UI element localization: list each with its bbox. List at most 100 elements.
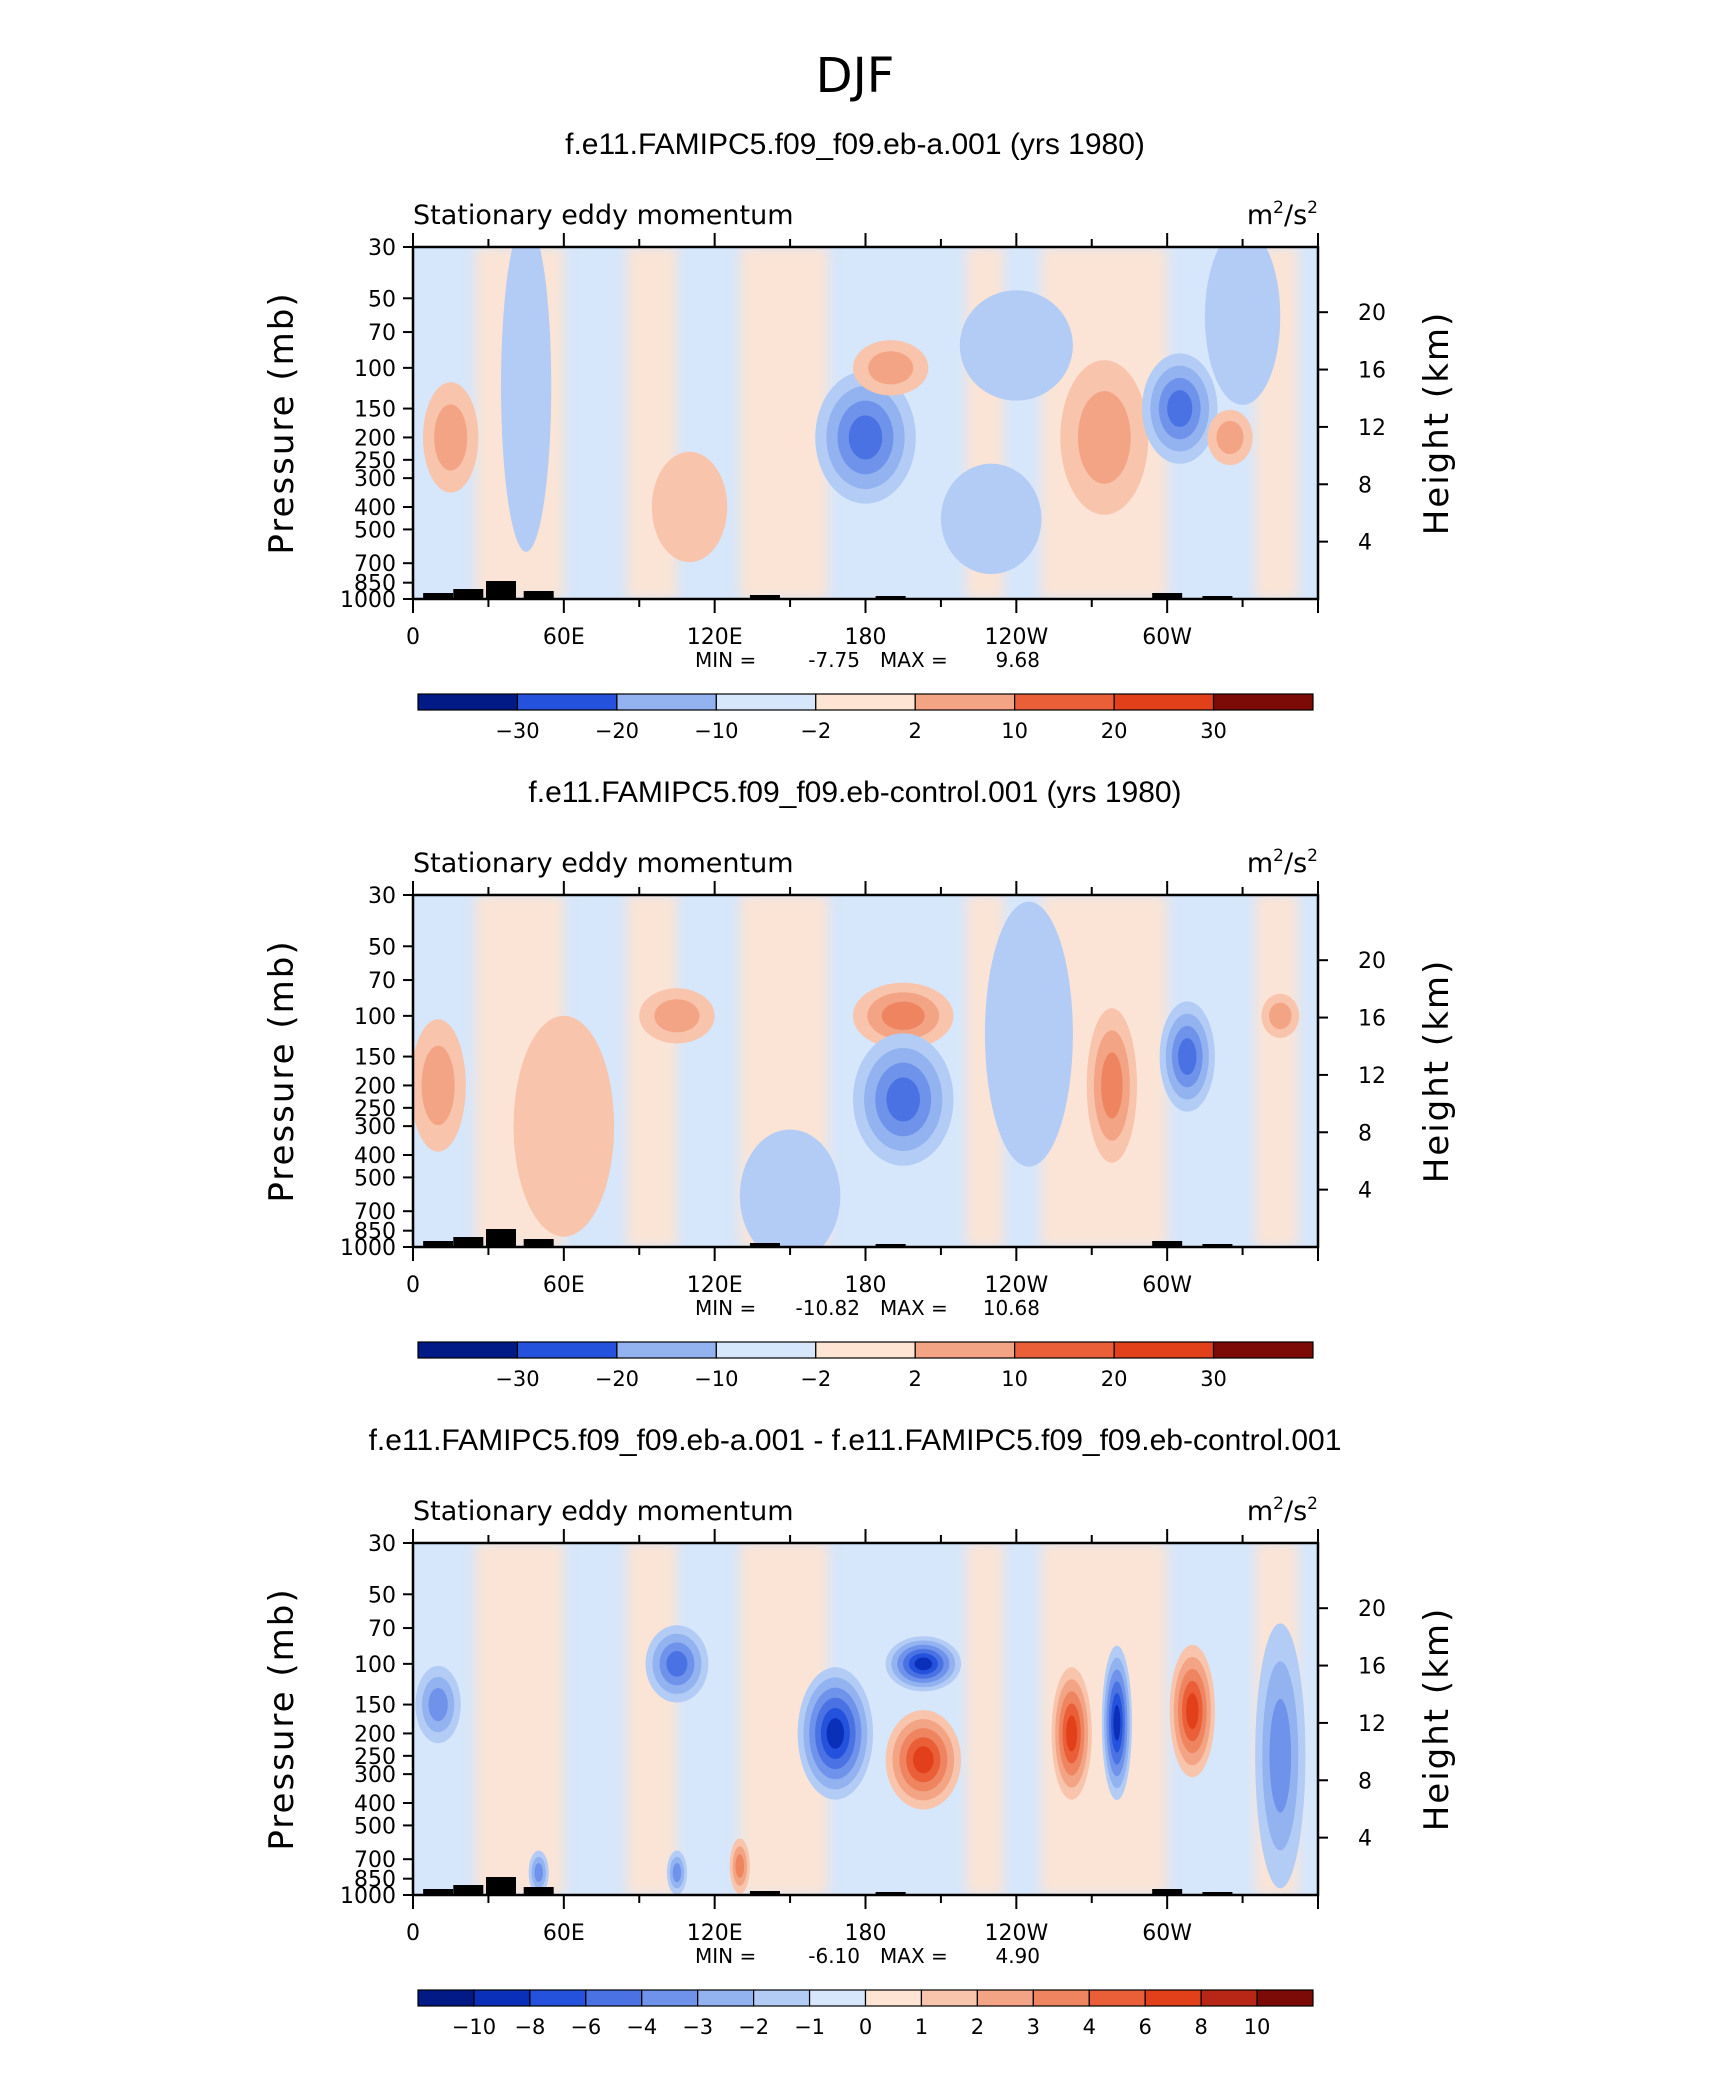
- colorbar-box: [914, 1341, 1016, 1359]
- colorbar-box: [976, 1989, 1034, 2007]
- colorbar-tick-label: 2: [909, 719, 922, 743]
- pressure-tick-label: 150: [354, 398, 396, 423]
- colorbar-box: [1014, 693, 1115, 711]
- y-axis-label: Pressure (mb): [262, 1587, 302, 1850]
- pressure-tick-label: 400: [354, 1792, 396, 1817]
- colorbar-box: [815, 693, 916, 711]
- colorbar-tick-label: −3: [682, 2015, 713, 2039]
- pressure-tick-label: 70: [368, 1617, 396, 1642]
- colorbar-tick-label: 3: [1027, 2015, 1040, 2039]
- topography: [485, 1229, 516, 1247]
- colorbar-box: [417, 1341, 519, 1359]
- colorbar-tick-label: −2: [800, 719, 831, 743]
- colorbar-tick-label: −30: [495, 719, 539, 743]
- min-label: MIN =: [695, 1296, 756, 1320]
- colorbar-box: [616, 1341, 717, 1359]
- max-label: MAX =: [880, 648, 948, 672]
- positive-contour: [513, 1015, 615, 1237]
- chart-panel-2: f.e11.FAMIPC5.f09_f09.eb-control.001 (yr…: [262, 776, 1457, 1391]
- colorbar-tick-label: 30: [1200, 719, 1227, 743]
- height-tick-label: 12: [1358, 416, 1386, 441]
- colorbar-tick-label: −2: [800, 1367, 831, 1391]
- pressure-tick-label: 250: [354, 449, 396, 474]
- lon-tick-label: 120E: [687, 625, 743, 650]
- colorbar-box: [815, 1341, 916, 1359]
- height-tick-label: 8: [1358, 1769, 1372, 1794]
- topography: [1202, 1244, 1233, 1247]
- lon-tick-label: 120W: [984, 625, 1048, 650]
- colorbar-box: [516, 693, 618, 711]
- y-axis-label: Pressure (mb): [262, 291, 302, 554]
- topography: [1152, 1241, 1183, 1247]
- pressure-tick-label: 50: [368, 287, 396, 312]
- colorbar-tick-label: −4: [626, 2015, 657, 2039]
- y2-axis-label: Height (km): [1417, 1607, 1457, 1832]
- colorbar-box: [585, 1989, 643, 2007]
- height-tick-label: 4: [1358, 1179, 1372, 1204]
- colorbar-tick-label: 6: [1139, 2015, 1152, 2039]
- pressure-tick-label: 50: [368, 1583, 396, 1608]
- pressure-tick-label: 100: [354, 357, 396, 382]
- max-value: 9.68: [995, 648, 1040, 672]
- pressure-tick-label: 200: [354, 426, 396, 451]
- max-label: MAX =: [880, 1296, 948, 1320]
- min-value: -7.75: [808, 648, 860, 672]
- topography: [523, 1239, 554, 1247]
- colorbar-box: [417, 1989, 475, 2007]
- colorbar-tick-label: −20: [595, 719, 639, 743]
- positive-contour: [1216, 420, 1244, 455]
- colorbar-box: [1113, 693, 1215, 711]
- topography: [423, 1241, 454, 1247]
- negative-contour: [1167, 390, 1193, 427]
- colorbar-box: [1144, 1989, 1202, 2007]
- pressure-tick-label: 50: [368, 935, 396, 960]
- colorbar-tick-label: −10: [694, 719, 738, 743]
- pressure-tick-label: 30: [368, 884, 396, 909]
- pressure-tick-label: 250: [354, 1097, 396, 1122]
- pressure-tick-label: 500: [354, 1814, 396, 1839]
- colorbar-box: [529, 1989, 587, 2007]
- lon-tick-label: 0: [406, 625, 420, 650]
- pressure-tick-label: 70: [368, 321, 396, 346]
- plot-area: [413, 1543, 1318, 1895]
- colorbar-tick-label: 30: [1200, 1367, 1227, 1391]
- negative-contour: [1178, 1038, 1197, 1075]
- lon-tick-label: 60W: [1142, 625, 1192, 650]
- lon-tick-label: 180: [845, 625, 887, 650]
- colorbar-tick-label: −2: [738, 2015, 769, 2039]
- positive-contour: [1066, 1715, 1078, 1752]
- lon-tick-label: 60E: [543, 625, 585, 650]
- colorbar-tick-label: 4: [1083, 2015, 1096, 2039]
- height-tick-label: 12: [1358, 1712, 1386, 1737]
- pressure-tick-label: 30: [368, 1532, 396, 1557]
- weak-positive-band: [739, 247, 828, 599]
- colorbar-box: [920, 1989, 978, 2007]
- lon-tick-label: 60W: [1142, 1921, 1192, 1946]
- colorbar-tick-label: −20: [595, 1367, 639, 1391]
- positive-contour: [735, 1854, 745, 1878]
- panel-units: m2/s2: [1247, 198, 1318, 231]
- max-label: MAX =: [880, 1944, 948, 1968]
- lon-tick-label: 0: [406, 1273, 420, 1298]
- chart-panel-3: f.e11.FAMIPC5.f09_f09.eb-a.001 - f.e11.F…: [262, 1424, 1457, 2039]
- topography: [875, 1244, 906, 1247]
- positive-contour: [1186, 1692, 1199, 1730]
- pressure-tick-label: 1000: [340, 1236, 396, 1261]
- colorbar-tick-label: −1: [794, 2015, 825, 2039]
- height-tick-label: 8: [1358, 1121, 1372, 1146]
- negative-contour: [886, 1077, 920, 1122]
- negative-contour: [940, 463, 1042, 575]
- colorbar-box: [864, 1989, 923, 2007]
- plot-area: [413, 247, 1318, 599]
- colorbar-tick-label: 20: [1101, 1367, 1128, 1391]
- topography: [749, 1243, 780, 1247]
- height-tick-label: 16: [1358, 1655, 1386, 1680]
- negative-contour: [428, 1687, 448, 1722]
- height-tick-label: 8: [1358, 473, 1372, 498]
- topography: [453, 1885, 484, 1895]
- pressure-tick-label: 100: [354, 1653, 396, 1678]
- colorbar-box: [1014, 1341, 1115, 1359]
- panel-title: f.e11.FAMIPC5.f09_f09.eb-a.001 - f.e11.F…: [369, 1424, 1342, 1457]
- negative-contour: [959, 290, 1073, 401]
